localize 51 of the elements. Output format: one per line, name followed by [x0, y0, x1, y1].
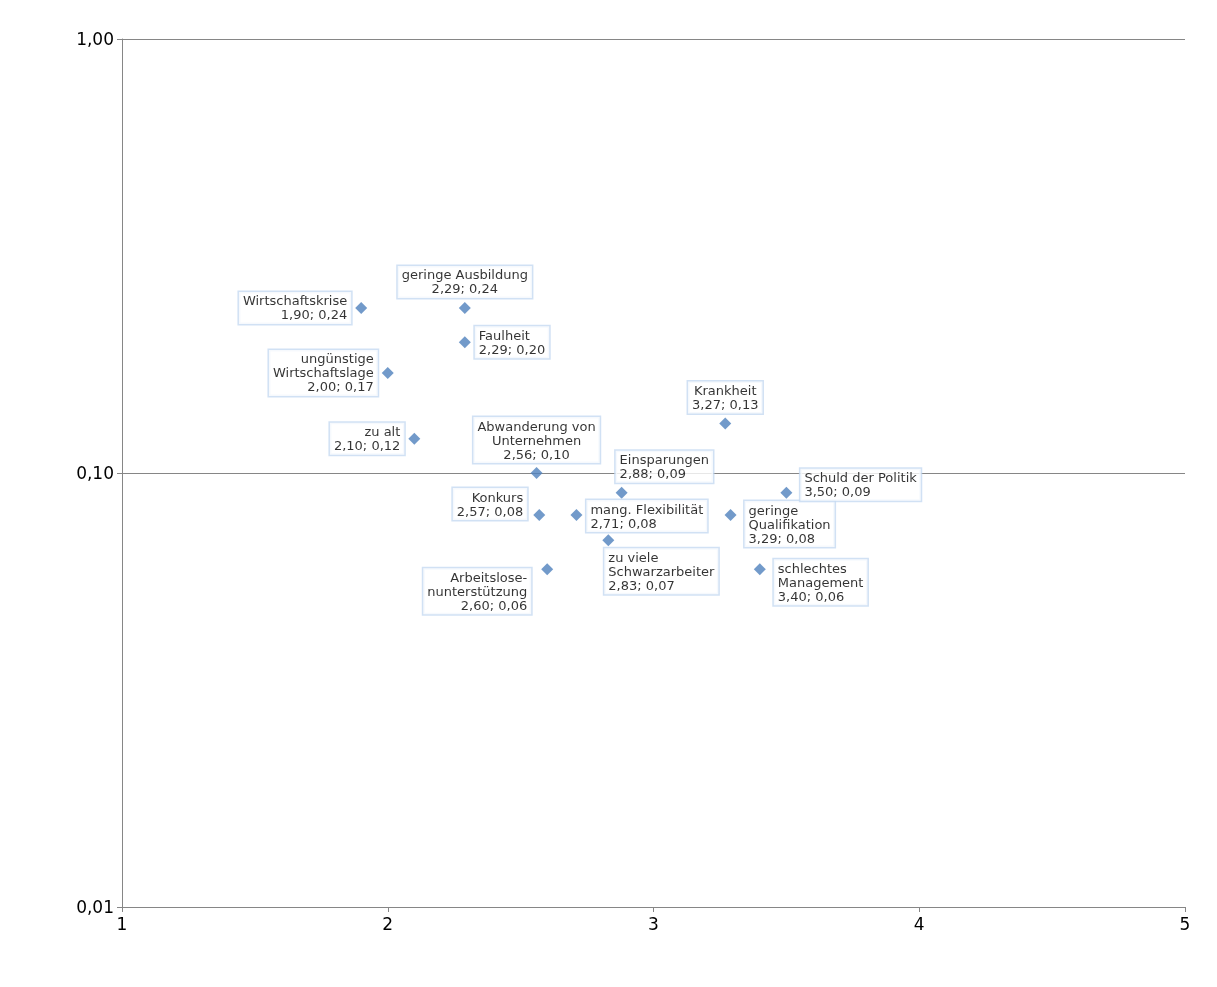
y-tick-label: 1,00: [76, 29, 114, 49]
series-label: zu viele Schwarzarbeiter: [608, 549, 715, 579]
series-label: ungünstige Wirtschaftslage: [272, 351, 374, 381]
data-label: 2,10; 0,12: [333, 438, 401, 454]
series-label: Faulheit: [478, 327, 530, 343]
x-tick-label: 2: [382, 913, 394, 934]
data-label: 2,71; 0,08: [590, 515, 657, 531]
text: Abwanderung von Unternehmen: [477, 418, 596, 448]
point: [615, 486, 628, 499]
series-label: Schuld der Politik: [804, 470, 918, 486]
y-tick-label: 0,10: [76, 463, 114, 483]
data-label: 2,83; 0,07: [608, 577, 675, 593]
point: [458, 336, 471, 349]
data-label: 2,88; 0,09: [619, 466, 687, 482]
series-label: mang. Flexibilität: [590, 501, 704, 517]
data-label: 2,29; 0,24: [431, 281, 499, 297]
y-tick-label: 0,01: [76, 897, 114, 917]
data-label: 2,00; 0,17: [307, 379, 374, 395]
data-label: 2,57; 0,08: [456, 503, 524, 519]
point: [355, 301, 368, 314]
point: [541, 563, 554, 576]
point: [719, 417, 732, 430]
point: [530, 467, 543, 479]
series-label: Konkurs: [471, 489, 524, 505]
point: [458, 301, 471, 314]
data-label: 3,29; 0,08: [748, 530, 815, 546]
point: [780, 486, 793, 499]
data-label: 3,50; 0,09: [804, 484, 871, 500]
point: [753, 563, 766, 576]
x-tick-label: 4: [913, 913, 925, 934]
series-label: Einsparungen: [619, 452, 709, 468]
x-tick-label: 5: [1179, 913, 1191, 934]
point: [533, 509, 546, 522]
data-label: 2,56; 0,10: [503, 446, 570, 462]
series-label: zu alt: [364, 424, 401, 440]
x-tick-label: 1: [116, 913, 128, 934]
series-label: geringe Qualifikation: [748, 502, 831, 532]
series-label: schlechtes Management: [777, 560, 864, 590]
point: [408, 432, 421, 445]
text: Krankheit: [693, 383, 757, 399]
x-tick-label: 3: [648, 913, 659, 934]
text: geringe Ausbildung: [401, 267, 528, 283]
data-label: 3,27; 0,13: [692, 397, 759, 413]
point: [724, 509, 737, 522]
data-label: 2,29; 0,20: [478, 341, 546, 357]
point: [602, 534, 615, 547]
point: [570, 509, 583, 522]
series-label: Wirtschaftskrise: [242, 293, 348, 309]
data-label: 1,90; 0,24: [280, 307, 348, 323]
point: [381, 366, 394, 379]
series-label: Arbeitslose- nunterstützung: [427, 569, 528, 599]
